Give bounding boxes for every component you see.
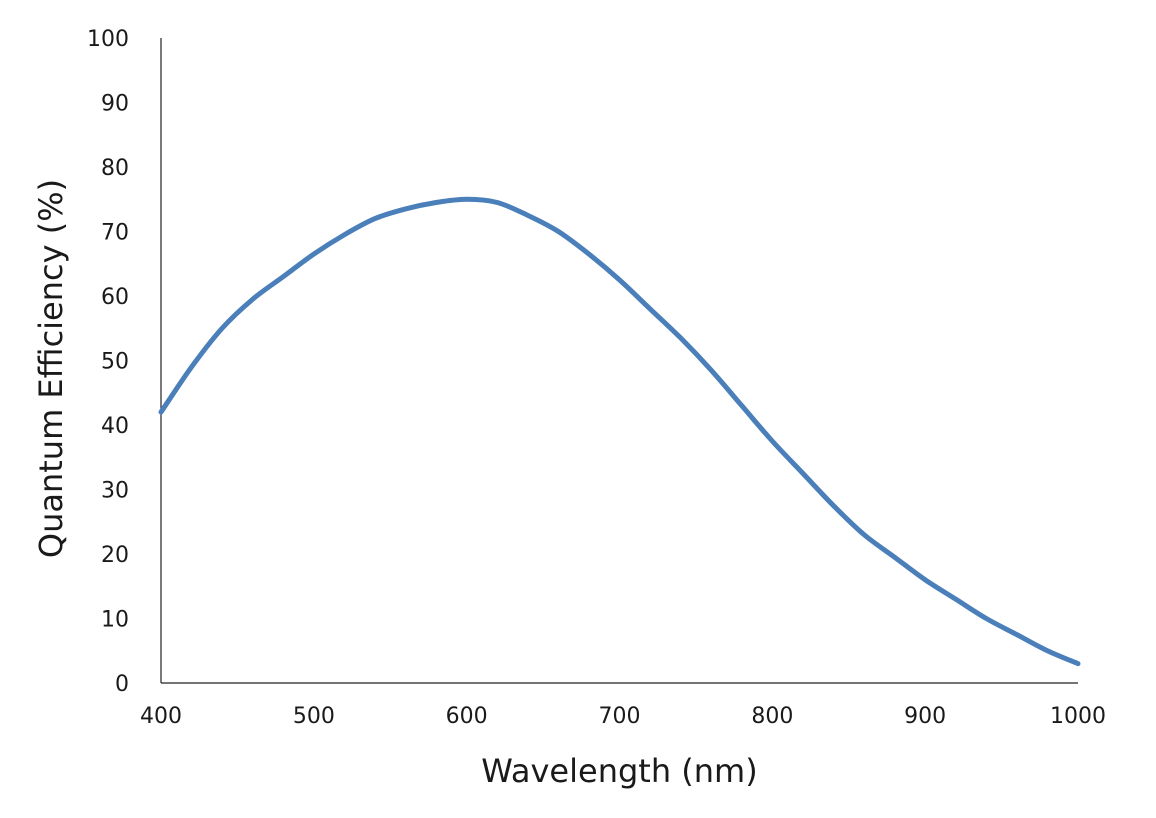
series-point-820 (800, 471, 805, 476)
series-point-920 (953, 597, 958, 602)
y-axis-title: Quantum Efficiency (%) (32, 179, 70, 558)
series-point-840 (831, 503, 836, 508)
series-point-600 (464, 197, 469, 202)
x-tick-label-1000: 1000 (1050, 704, 1106, 729)
series-point-960 (1014, 632, 1019, 637)
series-point-660 (556, 229, 561, 234)
series-point-720 (648, 306, 653, 311)
y-tick-labels: 0 10 20 30 40 50 60 70 80 90 100 (87, 27, 129, 697)
series-line (158, 196, 1081, 667)
plot-area: 0 10 20 30 40 50 60 70 80 90 100 400 500 600 700 800 90… (87, 27, 1106, 729)
series-point-780 (739, 403, 744, 408)
series-point-640 (525, 213, 530, 218)
y-tick-label-50: 50 (101, 350, 129, 375)
series-point-560 (403, 206, 408, 211)
x-tick-label-900: 900 (904, 704, 946, 729)
x-tick-label-700: 700 (599, 704, 641, 729)
series-point-900 (923, 577, 928, 582)
series-point-940 (984, 616, 989, 621)
y-tick-label-40: 40 (101, 414, 129, 439)
series-point-860 (862, 532, 867, 537)
series-point-440 (220, 326, 225, 331)
series-point-740 (678, 335, 683, 340)
x-tick-label-400: 400 (140, 704, 182, 729)
series-point-680 (586, 252, 591, 257)
series-point-540 (372, 216, 377, 221)
series-point-580 (434, 200, 439, 205)
y-tick-label-100: 100 (87, 27, 129, 52)
series-point-460 (250, 297, 255, 302)
y-tick-label-60: 60 (101, 285, 129, 310)
series-point-520 (342, 232, 347, 237)
series-point-800 (770, 439, 775, 444)
y-tick-label-80: 80 (101, 156, 129, 181)
series-point-1000 (1076, 661, 1081, 666)
x-tick-label-800: 800 (751, 704, 793, 729)
series-point-700 (617, 277, 622, 282)
series-point-480 (281, 274, 286, 279)
x-tick-labels: 400 500 600 700 800 900 1000 (140, 704, 1106, 729)
x-axis-title: Wavelength (nm) (481, 752, 757, 790)
series-point-980 (1045, 648, 1050, 653)
y-tick-label-70: 70 (101, 221, 129, 246)
y-tick-label-0: 0 (115, 672, 129, 697)
x-tick-label-600: 600 (446, 704, 488, 729)
y-tick-label-90: 90 (101, 92, 129, 117)
series-point-620 (495, 200, 500, 205)
x-tick-label-500: 500 (293, 704, 335, 729)
y-tick-label-20: 20 (101, 543, 129, 568)
y-tick-label-30: 30 (101, 479, 129, 504)
y-tick-label-10: 10 (101, 608, 129, 633)
series-point-760 (709, 368, 714, 373)
series-point-400 (159, 410, 164, 415)
series-point-500 (311, 252, 316, 257)
series-point-420 (189, 364, 194, 369)
series-point-880 (892, 555, 897, 560)
